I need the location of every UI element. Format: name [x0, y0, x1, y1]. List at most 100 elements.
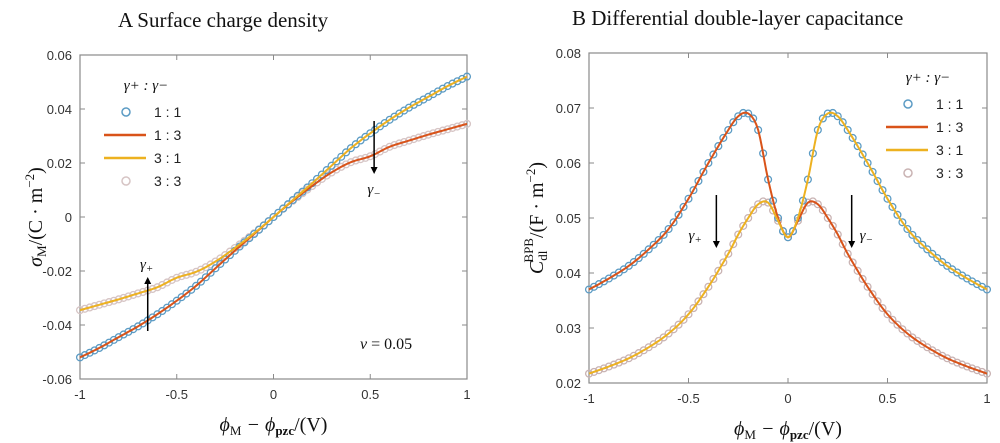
series-1:3	[588, 111, 988, 375]
data-point	[288, 195, 297, 205]
data-point	[893, 320, 902, 329]
data-point	[629, 258, 638, 267]
data-point	[342, 160, 351, 169]
data-point	[803, 198, 812, 207]
series-3:1	[588, 111, 988, 375]
data-point	[883, 310, 892, 319]
legend-label: 1 : 3	[936, 119, 963, 135]
data-point	[933, 254, 942, 263]
data-point	[898, 218, 907, 227]
data-point	[938, 258, 947, 267]
data-point	[664, 329, 673, 338]
data-point	[269, 212, 278, 222]
data-point	[893, 210, 902, 219]
label-part: /(V)	[294, 414, 327, 436]
data-point	[674, 320, 683, 329]
data-point	[669, 218, 678, 227]
data-point	[609, 360, 618, 369]
data-point	[714, 266, 723, 275]
data-point	[739, 221, 748, 230]
data-point	[788, 227, 798, 236]
arrow-label: γ−	[367, 182, 380, 200]
data-point	[744, 213, 753, 223]
data-point	[818, 114, 827, 123]
data-point	[972, 366, 982, 375]
data-point	[923, 245, 932, 254]
x-tick-label: -1	[583, 391, 595, 406]
data-point	[729, 240, 738, 249]
series-line	[588, 111, 988, 375]
x-tick-label: -0.5	[677, 391, 699, 406]
data-point	[948, 356, 957, 365]
arrow-head-icon	[370, 167, 378, 174]
annotation-arrow: γ−	[367, 121, 381, 200]
label-part: ϕ	[220, 414, 230, 436]
legend: γ+ : γ− 1 : 1 1 : 3 3 : 1 3 : 3	[886, 70, 963, 181]
label-part: v	[360, 336, 368, 353]
y-tick-label: -0.02	[42, 264, 72, 279]
data-point	[458, 74, 467, 83]
data-point	[863, 158, 872, 168]
data-point	[250, 229, 259, 239]
data-point	[778, 227, 788, 236]
data-point	[873, 297, 882, 306]
data-point	[664, 224, 673, 234]
data-point	[833, 230, 842, 239]
data-point	[764, 198, 773, 207]
data-point	[679, 315, 688, 324]
data-point	[85, 348, 94, 357]
data-point	[719, 133, 728, 142]
data-point	[704, 282, 713, 291]
data-point	[818, 206, 827, 215]
label-part: /(F · m	[526, 182, 548, 238]
series-1:1	[584, 108, 992, 294]
label-part: − ϕ	[241, 414, 275, 436]
data-point	[848, 133, 857, 142]
data-point	[644, 245, 653, 254]
data-point	[322, 166, 331, 175]
data-point	[293, 191, 302, 200]
legend-label: 1 : 1	[154, 104, 181, 120]
legend-marker	[121, 107, 131, 117]
label-part: +	[694, 234, 701, 246]
x-tick-label: -1	[74, 387, 86, 402]
y-tick-label: 0.07	[556, 101, 581, 116]
data-point	[206, 268, 215, 277]
data-point	[749, 206, 758, 215]
data-point	[704, 158, 713, 168]
label-part: B	[572, 6, 586, 30]
x-tick-label: -0.5	[166, 387, 188, 402]
data-point	[639, 249, 648, 258]
arrow-label: γ+	[689, 228, 702, 246]
data-point	[928, 249, 937, 258]
label-part: dl	[535, 250, 550, 261]
data-point	[167, 275, 176, 284]
data-point	[684, 310, 693, 319]
data-point	[838, 240, 847, 249]
parameter-annotation: v = 0.05	[360, 336, 412, 353]
data-point	[80, 351, 89, 360]
data-point	[385, 142, 394, 151]
data-point	[888, 315, 897, 324]
data-point	[148, 284, 157, 294]
x-tick-label: 0.5	[878, 391, 896, 406]
data-point	[254, 225, 264, 234]
label-part: σ	[25, 256, 47, 267]
label-part: γ	[860, 228, 867, 244]
data-point	[654, 235, 663, 245]
label-part: +	[146, 263, 153, 275]
label-part: −	[373, 188, 380, 200]
legend-label: 3 : 3	[936, 165, 963, 181]
label-part: γ	[689, 228, 696, 244]
data-point	[918, 240, 927, 249]
data-point	[211, 264, 220, 273]
data-point	[589, 367, 599, 376]
data-point	[346, 144, 355, 153]
annotation-arrow: γ+	[689, 195, 720, 248]
data-point	[443, 82, 452, 91]
data-point	[724, 125, 733, 135]
data-point	[462, 72, 472, 81]
data-point	[853, 142, 862, 151]
data-point	[279, 204, 288, 213]
